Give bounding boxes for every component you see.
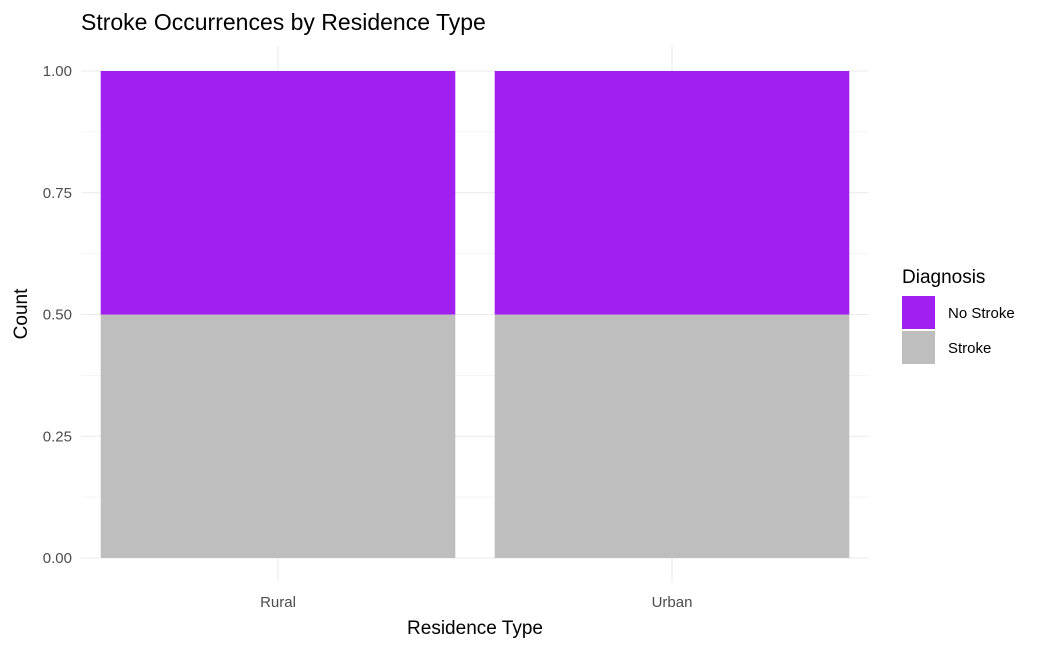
legend-swatch bbox=[902, 331, 935, 364]
y-tick-label: 1.00 bbox=[43, 63, 72, 80]
x-axis-tick-labels: Rural Urban bbox=[260, 594, 692, 611]
x-tick-label: Rural bbox=[260, 594, 296, 611]
legend-label: Stroke bbox=[948, 340, 991, 357]
y-tick-label: 0.00 bbox=[43, 550, 72, 567]
y-tick-label: 0.50 bbox=[43, 307, 72, 324]
chart-title: Stroke Occurrences by Residence Type bbox=[81, 9, 486, 35]
y-axis-title: Count bbox=[11, 288, 32, 339]
y-tick-label: 0.25 bbox=[43, 428, 72, 445]
x-axis-title: Residence Type bbox=[407, 618, 543, 639]
bar-urban-no-stroke bbox=[494, 71, 850, 315]
legend: Diagnosis No Stroke Stroke bbox=[902, 267, 1015, 364]
legend-items: No Stroke Stroke bbox=[902, 296, 1015, 364]
bars bbox=[100, 71, 850, 558]
legend-title: Diagnosis bbox=[902, 267, 985, 288]
legend-label: No Stroke bbox=[948, 305, 1015, 322]
bar-rural-no-stroke bbox=[100, 71, 456, 315]
legend-swatch bbox=[902, 296, 935, 329]
x-tick-label: Urban bbox=[652, 594, 693, 611]
bar-rural-stroke bbox=[100, 314, 456, 558]
bar-urban-stroke bbox=[494, 314, 850, 558]
y-tick-label: 0.75 bbox=[43, 185, 72, 202]
y-axis-tick-labels: 0.00 0.25 0.50 0.75 1.00 bbox=[43, 63, 72, 567]
